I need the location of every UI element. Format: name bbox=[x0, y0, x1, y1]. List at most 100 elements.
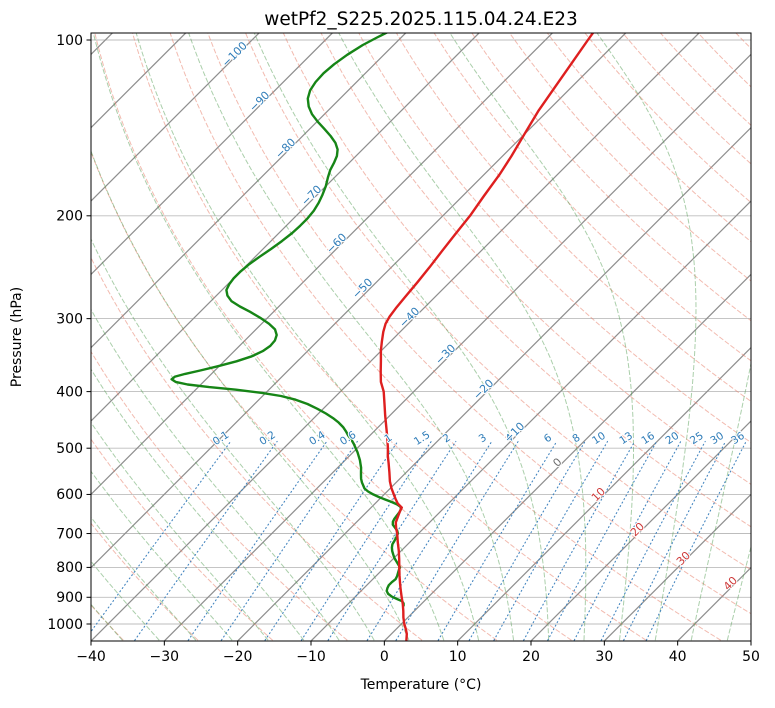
x-tick-label: 50 bbox=[742, 649, 760, 665]
isotherm-label: −10 bbox=[502, 420, 528, 446]
x-tick-label: −20 bbox=[223, 649, 253, 665]
isotherm-label: 40 bbox=[721, 574, 740, 593]
isotherm-label: −70 bbox=[299, 183, 325, 209]
mixing-ratio-line bbox=[187, 440, 328, 641]
y-tick-label: 500 bbox=[56, 441, 83, 457]
isotherm-label: 30 bbox=[674, 549, 693, 568]
mixing-ratio-line bbox=[523, 440, 636, 641]
dry-adiabat-line bbox=[584, 33, 751, 204]
moist-adiabat-line bbox=[92, 33, 445, 641]
isotherm-label: −60 bbox=[324, 231, 350, 257]
isotherm-line bbox=[530, 420, 751, 641]
moist-adiabat-line bbox=[135, 33, 480, 641]
mixing-ratio-line bbox=[645, 440, 747, 641]
dry-adiabat-line bbox=[546, 33, 751, 243]
moist-adiabat-line bbox=[91, 516, 197, 641]
dry-adiabat-line bbox=[91, 150, 497, 641]
dry-adiabat-line bbox=[471, 33, 751, 322]
isotherm-line bbox=[750, 640, 751, 641]
isotherm-line bbox=[91, 33, 260, 202]
sounding-curves bbox=[170, 33, 595, 641]
isotherm-line bbox=[91, 33, 407, 349]
pressure-gridlines bbox=[91, 39, 751, 625]
mixing-ratio-label: 6 bbox=[542, 431, 554, 445]
moist-adiabat-line bbox=[596, 33, 697, 641]
y-tick-label: 100 bbox=[56, 33, 83, 49]
dry-adiabat-line bbox=[697, 33, 751, 88]
mixing-ratio-line bbox=[468, 440, 586, 641]
isotherm-label: −90 bbox=[247, 89, 273, 115]
isotherm-label: 10 bbox=[589, 485, 608, 504]
dry-adiabat-line bbox=[169, 33, 721, 641]
isotherm-line bbox=[91, 33, 627, 569]
mixing-ratio-line bbox=[600, 440, 706, 641]
mixing-ratio-line bbox=[91, 440, 232, 633]
mixing-ratio-label: 2 bbox=[441, 432, 453, 446]
isotherm-label: −30 bbox=[433, 342, 459, 368]
mixing-ratio-label: 1 bbox=[382, 432, 394, 446]
mixing-ratio-line bbox=[366, 440, 493, 641]
dry-adiabat-line bbox=[91, 256, 423, 641]
dry-adiabat-line bbox=[735, 33, 751, 50]
moist-adiabat-line bbox=[91, 149, 410, 641]
mixing-ratio-line bbox=[573, 440, 682, 641]
y-tick-label: 300 bbox=[56, 311, 83, 327]
dry-adiabat-line bbox=[358, 33, 751, 444]
isotherm-line bbox=[91, 33, 333, 276]
isotherm-label: 0 bbox=[550, 455, 564, 469]
moist-adiabat-line bbox=[690, 361, 751, 641]
dry-adiabat-line bbox=[282, 33, 751, 528]
moist-adiabat-line bbox=[91, 421, 269, 641]
isotherm-label: −100 bbox=[219, 39, 250, 70]
y-tick-label: 600 bbox=[56, 487, 83, 503]
dry-adiabat-lines bbox=[91, 33, 751, 641]
dewpoint-curve bbox=[170, 33, 405, 607]
moist-adiabat-lines bbox=[91, 33, 751, 641]
mixing-ratio-line bbox=[327, 440, 457, 641]
mixing-ratio-line bbox=[493, 440, 609, 641]
dry-adiabat-line bbox=[320, 33, 751, 485]
dry-adiabat-line bbox=[94, 33, 572, 641]
moist-adiabat-line bbox=[91, 368, 305, 641]
y-tick-label: 1000 bbox=[47, 617, 83, 633]
moist-adiabat-line bbox=[91, 308, 340, 641]
y-tick-label: 700 bbox=[56, 526, 83, 542]
dry-adiabat-line bbox=[91, 350, 348, 641]
moist-adiabat-line bbox=[188, 33, 514, 641]
y-tick-label: 800 bbox=[56, 560, 83, 576]
moist-adiabat-line bbox=[253, 33, 550, 641]
x-tick-label: 20 bbox=[522, 649, 540, 665]
mixing-ratio-line bbox=[300, 440, 432, 641]
isotherm-line bbox=[163, 53, 751, 641]
mixing-ratio-line bbox=[220, 440, 358, 641]
isotherm-line bbox=[237, 126, 751, 641]
dry-adiabat-line bbox=[659, 33, 751, 126]
dry-adiabat-line bbox=[395, 33, 751, 403]
mixing-ratio-lines bbox=[91, 440, 747, 641]
x-tick-label: −10 bbox=[296, 649, 326, 665]
isotherm-label: −80 bbox=[273, 136, 299, 162]
isotherm-label: −20 bbox=[471, 377, 497, 403]
dry-adiabat-line bbox=[207, 33, 751, 615]
mixing-ratio-line bbox=[547, 440, 658, 641]
x-tick-label: 40 bbox=[669, 649, 687, 665]
x-tick-label: 10 bbox=[449, 649, 467, 665]
dry-adiabat-line bbox=[508, 33, 751, 282]
x-tick-label: 30 bbox=[595, 649, 613, 665]
moist-adiabat-line bbox=[338, 33, 587, 641]
isotherm-label: −50 bbox=[350, 276, 376, 302]
mixing-ratio-label: 3 bbox=[477, 432, 489, 446]
isotherm-line bbox=[383, 273, 751, 641]
temperature-curve bbox=[379, 33, 595, 641]
y-axis-label: Pressure (hPa) bbox=[9, 287, 25, 387]
mixing-ratio-line bbox=[134, 440, 278, 641]
isotherm-line bbox=[91, 33, 700, 641]
dry-adiabat-line bbox=[91, 438, 273, 641]
y-tick-label: 400 bbox=[56, 384, 83, 400]
y-tick-label: 200 bbox=[56, 209, 83, 225]
moist-adiabat-line bbox=[726, 545, 751, 641]
mixing-ratio-label: 0.4 bbox=[307, 429, 328, 448]
plot-frame bbox=[90, 32, 752, 642]
